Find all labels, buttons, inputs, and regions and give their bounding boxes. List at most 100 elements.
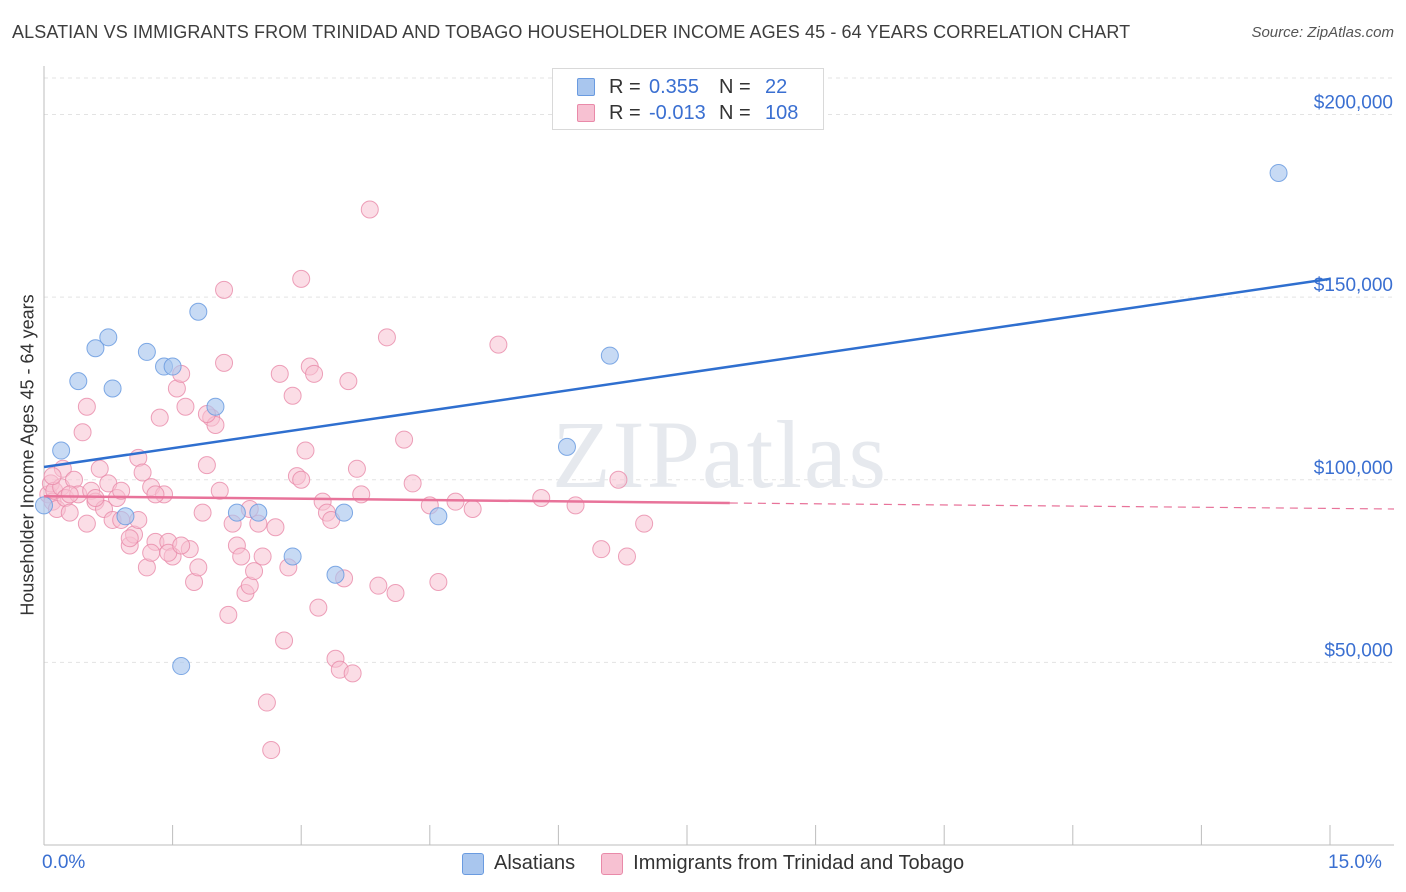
data-point-immigrants <box>617 547 636 566</box>
n-label: N = <box>719 75 751 98</box>
legend-item-immigrants: Immigrants from Trinidad and Tobago <box>601 852 964 875</box>
data-point-immigrants <box>60 503 79 522</box>
data-point-immigrants <box>219 605 238 624</box>
data-point-immigrants <box>257 693 276 712</box>
data-point-immigrants <box>193 503 212 522</box>
data-point-alsatians <box>172 657 191 676</box>
data-point-immigrants <box>262 741 281 760</box>
data-point-immigrants <box>172 536 191 555</box>
data-point-alsatians <box>227 503 246 522</box>
data-point-immigrants <box>463 499 482 518</box>
data-point-immigrants <box>489 335 508 354</box>
series-immigrants-points <box>39 200 654 760</box>
data-point-immigrants <box>270 364 289 383</box>
n-value: 22 <box>765 75 788 98</box>
data-point-alsatians <box>103 379 122 398</box>
y-tick-label: $100,000 <box>1314 458 1393 479</box>
data-point-immigrants <box>347 459 366 478</box>
data-point-immigrants <box>215 353 234 372</box>
legend-item-alsatians: Alsatians <box>462 852 575 875</box>
data-point-alsatians <box>99 328 118 347</box>
data-point-immigrants <box>305 364 324 383</box>
data-point-immigrants <box>386 583 405 602</box>
series-alsatians-points <box>35 163 1288 676</box>
data-point-immigrants <box>296 441 315 460</box>
data-point-immigrants <box>90 459 109 478</box>
data-point-immigrants <box>150 408 169 427</box>
data-point-immigrants <box>446 492 465 511</box>
data-point-immigrants <box>369 576 388 595</box>
r-label: R = <box>609 101 641 124</box>
data-point-immigrants <box>339 372 358 391</box>
data-point-immigrants <box>215 280 234 299</box>
legend-row-alsatians: R = 0.355 N = 22 <box>577 75 787 99</box>
source-label: Source: ZipAtlas.com <box>1251 24 1394 41</box>
y-tick-label: $200,000 <box>1314 93 1393 114</box>
data-point-immigrants <box>275 631 294 650</box>
data-point-immigrants <box>133 463 152 482</box>
data-point-immigrants <box>73 423 92 442</box>
data-point-alsatians <box>600 346 619 365</box>
trend-line-immigrants-extension <box>729 502 1395 510</box>
data-point-immigrants <box>532 489 551 508</box>
trend-lines <box>43 277 1395 510</box>
r-label: R = <box>609 75 641 98</box>
data-point-immigrants <box>395 430 414 449</box>
data-point-immigrants <box>210 481 229 500</box>
r-value: -0.013 <box>649 101 706 124</box>
data-point-immigrants <box>142 543 161 562</box>
data-point-immigrants <box>429 573 448 592</box>
data-point-immigrants <box>43 467 62 486</box>
data-point-immigrants <box>403 474 422 493</box>
y-tick-label: $50,000 <box>1324 640 1393 661</box>
data-point-alsatians <box>163 357 182 376</box>
data-point-immigrants <box>77 397 96 416</box>
legend-label-alsatians: Alsatians <box>494 852 576 874</box>
data-point-immigrants <box>609 470 628 489</box>
data-point-alsatians <box>1269 163 1288 182</box>
data-point-immigrants <box>86 489 105 508</box>
data-point-immigrants <box>266 518 285 537</box>
data-point-immigrants <box>60 485 79 504</box>
data-point-immigrants <box>360 200 379 219</box>
data-point-immigrants <box>197 456 216 475</box>
data-point-immigrants <box>566 496 585 515</box>
data-point-immigrants <box>232 547 251 566</box>
legend-swatch-alsatians <box>577 78 595 96</box>
data-point-immigrants <box>245 562 264 581</box>
data-point-alsatians <box>429 507 448 526</box>
data-point-immigrants <box>189 558 208 577</box>
data-point-alsatians <box>52 441 71 460</box>
data-point-immigrants <box>377 328 396 347</box>
n-value: 108 <box>765 101 799 124</box>
x-tick-label-max: 15.0% <box>1328 852 1382 873</box>
data-point-immigrants <box>292 470 311 489</box>
series-legend: Alsatians Immigrants from Trinidad and T… <box>462 852 990 875</box>
y-axis-title: Householder Income Ages 45 - 64 years <box>17 294 38 616</box>
trend-line-alsatians <box>43 277 1331 469</box>
data-point-immigrants <box>112 481 131 500</box>
axes <box>43 66 1394 846</box>
data-point-immigrants <box>309 598 328 617</box>
r-value: 0.355 <box>649 75 700 98</box>
chart-title: ALSATIAN VS IMMIGRANTS FROM TRINIDAD AND… <box>12 22 1131 42</box>
legend-swatch-immigrants <box>577 104 595 122</box>
data-point-alsatians <box>116 507 135 526</box>
y-tick-labels: $50,000 $100,000 $150,000 $200,000 <box>1314 93 1393 662</box>
data-point-immigrants <box>635 514 654 533</box>
legend-label-immigrants: Immigrants from Trinidad and Tobago <box>633 852 965 874</box>
legend-swatch-alsatians <box>462 852 484 875</box>
watermark: ZIPatlas <box>552 401 888 508</box>
data-point-alsatians <box>69 372 88 391</box>
stats-legend: R = 0.355 N = 22 R = -0.013 N = 108 <box>552 68 824 130</box>
data-point-alsatians <box>326 565 345 584</box>
data-point-immigrants <box>77 514 96 533</box>
data-point-immigrants <box>120 529 139 548</box>
data-point-alsatians <box>283 547 302 566</box>
data-point-alsatians <box>189 302 208 321</box>
data-point-alsatians <box>206 397 225 416</box>
legend-swatch-immigrants <box>601 852 624 875</box>
data-point-alsatians <box>335 503 354 522</box>
data-point-immigrants <box>592 540 611 559</box>
